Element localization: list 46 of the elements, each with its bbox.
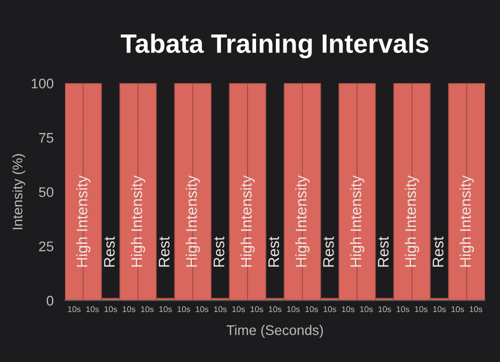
- data-label: Rest: [323, 236, 334, 267]
- x-tick-label: 10s: [415, 306, 428, 312]
- x-tick-label: 10s: [470, 306, 482, 312]
- x-tick-label: 10s: [360, 306, 373, 312]
- y-axis-title: Intensity (%): [12, 154, 26, 230]
- x-tick-label: 10s: [268, 306, 282, 312]
- y-tick-label: 50: [38, 187, 54, 198]
- data-label: High Intensity: [404, 175, 420, 267]
- data-label: High Intensity: [295, 175, 310, 267]
- x-tick-label: 10s: [396, 306, 410, 312]
- data-label: Rest: [214, 236, 224, 267]
- x-tick-label: 10s: [342, 306, 354, 312]
- x-tick-label: 10s: [452, 306, 464, 312]
- data-label: High Intensity: [240, 175, 255, 267]
- x-tick-label: 10s: [178, 306, 190, 312]
- x-tick-label: 10s: [214, 306, 227, 312]
- y-tick-label: 75: [39, 133, 54, 143]
- chart-title: Tabata Training Intervals: [120, 34, 428, 58]
- data-label: Rest: [432, 236, 444, 267]
- x-tick-label: 10s: [433, 306, 446, 312]
- x-tick-label: 10s: [159, 306, 172, 312]
- x-tick-label: 10s: [122, 306, 136, 312]
- x-tick-label: 10s: [378, 306, 391, 312]
- data-label: High Intensity: [76, 175, 90, 267]
- x-tick-label: 10s: [287, 306, 300, 312]
- y-tick-label: 0: [46, 296, 54, 306]
- x-tick-label: 10s: [104, 306, 118, 312]
- x-axis-title: Time (Seconds): [226, 324, 323, 338]
- x-tick-label: 10s: [196, 306, 208, 312]
- data-label: Rest: [158, 236, 170, 267]
- x-tick-label: 10s: [250, 306, 264, 312]
- x-tick-label: 10s: [232, 306, 245, 312]
- data-label: Rest: [268, 236, 280, 267]
- data-label: High Intensity: [350, 175, 364, 267]
- data-label: Rest: [378, 236, 389, 267]
- x-tick-label: 10s: [86, 306, 99, 312]
- x-tick-label: 10s: [324, 306, 336, 312]
- data-label: High Intensity: [186, 175, 200, 267]
- x-tick-label: 10s: [68, 306, 81, 312]
- data-label: High Intensity: [460, 175, 474, 267]
- y-tick-label: 25: [39, 241, 54, 252]
- x-tick-label: 10s: [305, 306, 318, 312]
- x-tick-label: 10s: [141, 306, 154, 312]
- data-label: High Intensity: [130, 175, 146, 267]
- data-label: Rest: [104, 236, 115, 267]
- y-tick-label: 100: [32, 78, 54, 88]
